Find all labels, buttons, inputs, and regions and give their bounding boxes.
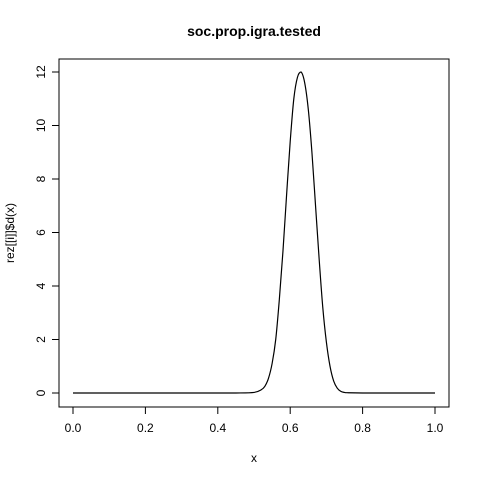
y-tick-label: 0 bbox=[34, 389, 48, 396]
x-tick-label: 0.2 bbox=[137, 421, 154, 435]
x-tick-label: 0.8 bbox=[354, 421, 371, 435]
x-tick-label: 0.6 bbox=[282, 421, 299, 435]
y-axis: 0 2 4 6 8 10 12 bbox=[34, 65, 59, 396]
density-curve bbox=[73, 72, 435, 393]
y-tick-label: 12 bbox=[34, 65, 48, 79]
y-tick-label: 8 bbox=[34, 175, 48, 182]
y-axis-label: rez[[i]]$d(x) bbox=[3, 203, 17, 263]
x-axis: 0.0 0.2 0.4 0.6 0.8 1.0 bbox=[65, 407, 444, 435]
y-tick-label: 2 bbox=[34, 336, 48, 343]
x-tick-label: 0.4 bbox=[209, 421, 226, 435]
y-tick-label: 4 bbox=[34, 282, 48, 289]
plot-frame bbox=[59, 59, 449, 407]
x-tick-label: 0.0 bbox=[65, 421, 82, 435]
x-tick-label: 1.0 bbox=[427, 421, 444, 435]
y-tick-label: 10 bbox=[34, 119, 48, 133]
chart-title: soc.prop.igra.tested bbox=[187, 23, 321, 39]
x-axis-label: x bbox=[251, 451, 257, 465]
y-tick-label: 6 bbox=[34, 229, 48, 236]
